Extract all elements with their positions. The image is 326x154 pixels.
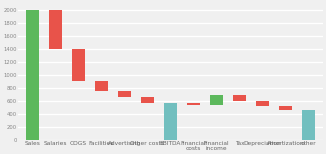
Bar: [118, 91, 131, 97]
Bar: [141, 97, 154, 103]
Bar: [233, 95, 246, 101]
Bar: [256, 101, 269, 107]
Bar: [210, 95, 223, 105]
Bar: [303, 110, 315, 140]
Bar: [95, 81, 108, 91]
Bar: [187, 103, 200, 105]
Bar: [279, 107, 292, 110]
Bar: [72, 49, 85, 81]
Bar: [49, 10, 62, 49]
Bar: [26, 10, 38, 140]
Bar: [164, 103, 177, 140]
